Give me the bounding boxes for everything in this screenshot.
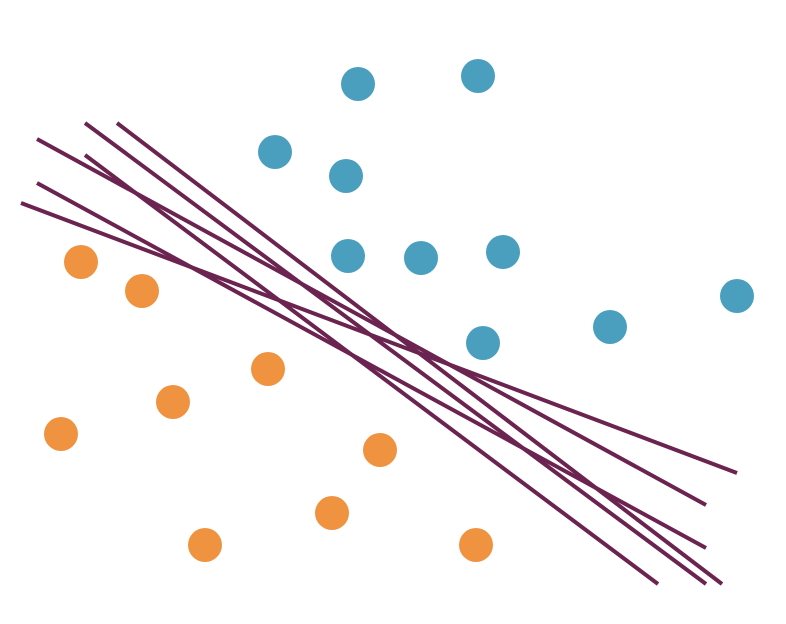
class-a-point-6 [404,241,438,275]
class-b-point-6 [363,433,397,467]
class-a-point-9 [593,310,627,344]
separating-line-4 [85,155,658,584]
class-b-point-3 [251,352,285,386]
class-a-point-8 [720,279,754,313]
class-a-point-10 [466,326,500,360]
class-a-point-3 [258,135,292,169]
class-b-point-1 [64,245,98,279]
class-b-point-7 [315,496,349,530]
separating-line-2 [21,203,737,473]
class-b-point-2 [125,274,159,308]
class-b-point-8 [188,528,222,562]
separating-lines [21,123,737,584]
class-b-point-9 [459,528,493,562]
class-a-point-5 [331,239,365,273]
class-a-point-7 [486,235,520,269]
class-a-point-4 [329,159,363,193]
class-b-point-5 [44,417,78,451]
class-a-point-2 [461,59,495,93]
class-b-point-4 [156,385,190,419]
class-a-point-1 [341,67,375,101]
separating-line-5 [85,123,706,584]
separating-line-6 [117,123,722,584]
class-a-points [258,59,754,360]
